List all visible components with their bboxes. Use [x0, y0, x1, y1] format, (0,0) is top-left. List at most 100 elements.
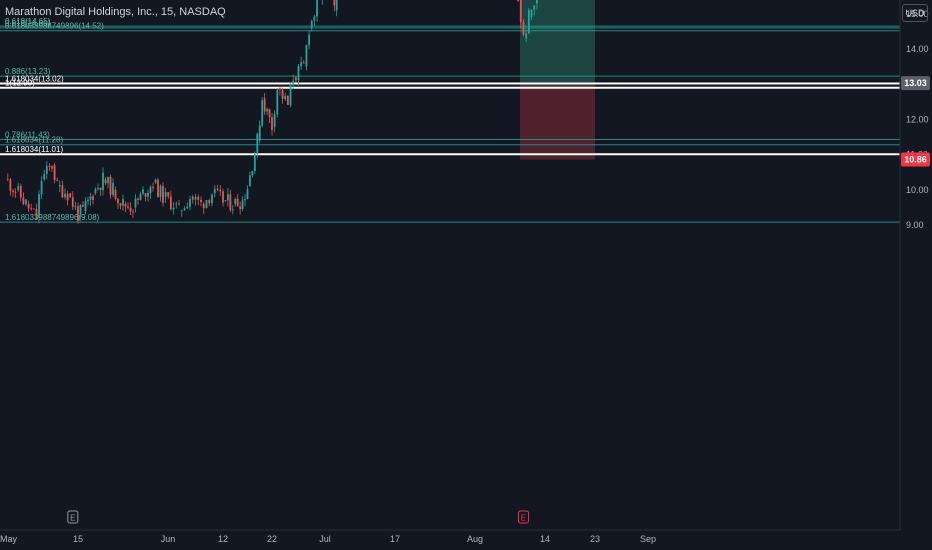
- candle-body: [284, 95, 287, 100]
- candle-body: [22, 197, 25, 205]
- candle-body: [87, 199, 89, 201]
- candle-body: [157, 179, 159, 198]
- candle-body: [19, 186, 22, 198]
- candle-body: [216, 188, 219, 190]
- candle-body: [58, 185, 61, 187]
- candle-body: [149, 186, 152, 193]
- candle-body: [109, 176, 112, 195]
- candle-body: [53, 165, 56, 181]
- candle-body: [89, 196, 92, 200]
- x-tick-label: Aug: [467, 534, 483, 544]
- candle-body: [142, 189, 144, 194]
- y-tick-label: 12.00: [906, 114, 929, 124]
- x-tick-label: 22: [267, 534, 277, 544]
- candle-body: [167, 192, 170, 197]
- candle-body: [164, 192, 167, 197]
- candle-body: [294, 77, 297, 81]
- candle-body: [310, 20, 313, 28]
- candle-body: [122, 199, 124, 206]
- candle-body: [227, 194, 229, 201]
- candle-body: [172, 207, 175, 210]
- currency-button[interactable]: USD: [902, 4, 928, 22]
- candle-body: [224, 200, 227, 202]
- candle-body: [308, 34, 310, 46]
- candle-body: [289, 85, 292, 106]
- level-label: 1(12.90): [5, 79, 35, 88]
- level-label: 1.618034(11.28): [5, 136, 63, 145]
- y-tick-label: 15.00: [906, 9, 929, 19]
- candle-body: [244, 199, 246, 201]
- x-tick-label: 23: [590, 534, 600, 544]
- candle-body: [180, 210, 183, 212]
- candle-body: [305, 45, 308, 67]
- candle-body: [30, 208, 33, 210]
- candle-body: [17, 186, 20, 190]
- candle-body: [112, 183, 114, 195]
- candle-body: [119, 203, 122, 206]
- candle-body: [191, 196, 194, 200]
- level-label: 0.786(11.43): [5, 130, 50, 139]
- candle-body: [281, 89, 284, 100]
- candle-body: [197, 196, 200, 200]
- earnings-label: E: [521, 514, 526, 523]
- candle-body: [297, 65, 300, 81]
- candle-body: [162, 185, 164, 203]
- candle-body: [316, 0, 318, 17]
- profit-zone: [520, 0, 595, 84]
- candle-body: [258, 125, 261, 141]
- candle-body: [527, 10, 530, 34]
- candle-body: [51, 166, 53, 169]
- earnings-label: E: [70, 514, 75, 523]
- candle-body: [84, 200, 87, 211]
- candle-body: [234, 198, 237, 204]
- candle-body: [253, 154, 256, 172]
- candle-body: [241, 200, 244, 210]
- candle-body: [134, 198, 137, 208]
- candle-body: [154, 179, 157, 183]
- price-label: 10.86: [904, 155, 927, 165]
- candle-body: [522, 22, 525, 35]
- candle-body: [102, 172, 104, 191]
- candle-body: [251, 171, 254, 176]
- candle-body: [533, 5, 536, 10]
- x-tick-label: Jun: [161, 534, 176, 544]
- level-label: 1.618033988749896(9.08): [5, 213, 100, 222]
- y-tick-label: 10.00: [906, 185, 929, 195]
- candle-body: [287, 95, 289, 105]
- candle-body: [64, 193, 66, 198]
- candle-body: [194, 196, 197, 200]
- earnings-icon: [67, 510, 79, 524]
- candle-body: [273, 114, 276, 127]
- x-tick-label: 17: [390, 534, 400, 544]
- candle-body: [61, 185, 64, 198]
- time-axis[interactable]: May 15 Jun 12 22 Jul 17 Aug 14 23 Sep: [0, 534, 656, 544]
- candle-body: [261, 100, 264, 126]
- candle-body: [271, 117, 273, 131]
- x-tick-label: Sep: [640, 534, 656, 544]
- candle-body: [239, 206, 242, 210]
- candle-body: [14, 191, 17, 193]
- candle-body: [292, 80, 295, 86]
- candle-body: [129, 207, 132, 212]
- candle-body: [333, 0, 336, 6]
- candle-body: [9, 179, 12, 191]
- candle-body: [536, 0, 538, 4]
- candles: [6, 0, 538, 224]
- candle-body: [200, 199, 202, 202]
- candle-body: [71, 197, 74, 207]
- candle-body: [236, 198, 239, 207]
- candle-body: [77, 206, 79, 221]
- candle-body: [246, 189, 249, 200]
- candle-body: [169, 196, 172, 210]
- candle-body: [114, 189, 117, 199]
- candle-body: [205, 200, 208, 209]
- x-tick-label: 15: [73, 534, 83, 544]
- candle-body: [263, 98, 266, 112]
- candle-body: [266, 108, 268, 112]
- candle-body: [12, 190, 14, 192]
- fib-levels: 1.618033988749896(20.75)1.272019(19.10)0…: [0, 17, 900, 223]
- candle-body: [27, 203, 30, 209]
- candle-body: [159, 185, 162, 198]
